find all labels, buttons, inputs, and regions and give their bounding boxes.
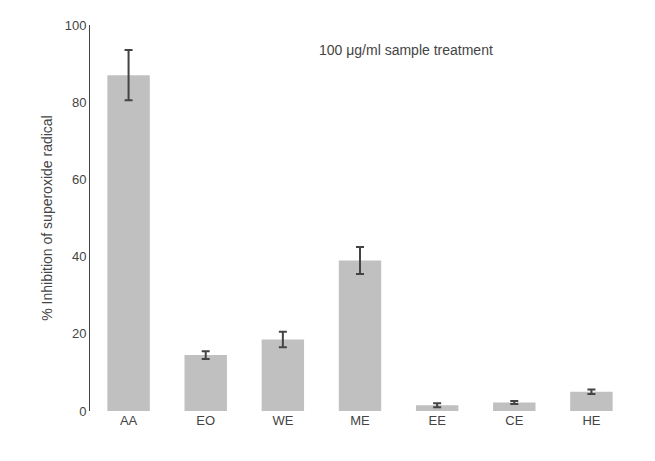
svg-text:AA: AA <box>120 413 138 428</box>
svg-text:60: 60 <box>72 172 86 187</box>
svg-text:WE: WE <box>272 413 293 428</box>
svg-text:% Inhibition of superoxide rad: % Inhibition of superoxide radical <box>39 115 55 320</box>
svg-text:40: 40 <box>72 249 86 264</box>
svg-text:20: 20 <box>72 326 86 341</box>
svg-text:CE: CE <box>505 413 523 428</box>
svg-text:80: 80 <box>72 95 86 110</box>
svg-text:0: 0 <box>79 404 86 419</box>
svg-text:100 μg/ml sample treatment: 100 μg/ml sample treatment <box>319 42 493 58</box>
svg-text:EE: EE <box>428 413 446 428</box>
svg-text:100: 100 <box>65 18 87 33</box>
svg-text:HE: HE <box>582 413 600 428</box>
svg-text:EO: EO <box>196 413 215 428</box>
svg-text:ME: ME <box>350 413 370 428</box>
